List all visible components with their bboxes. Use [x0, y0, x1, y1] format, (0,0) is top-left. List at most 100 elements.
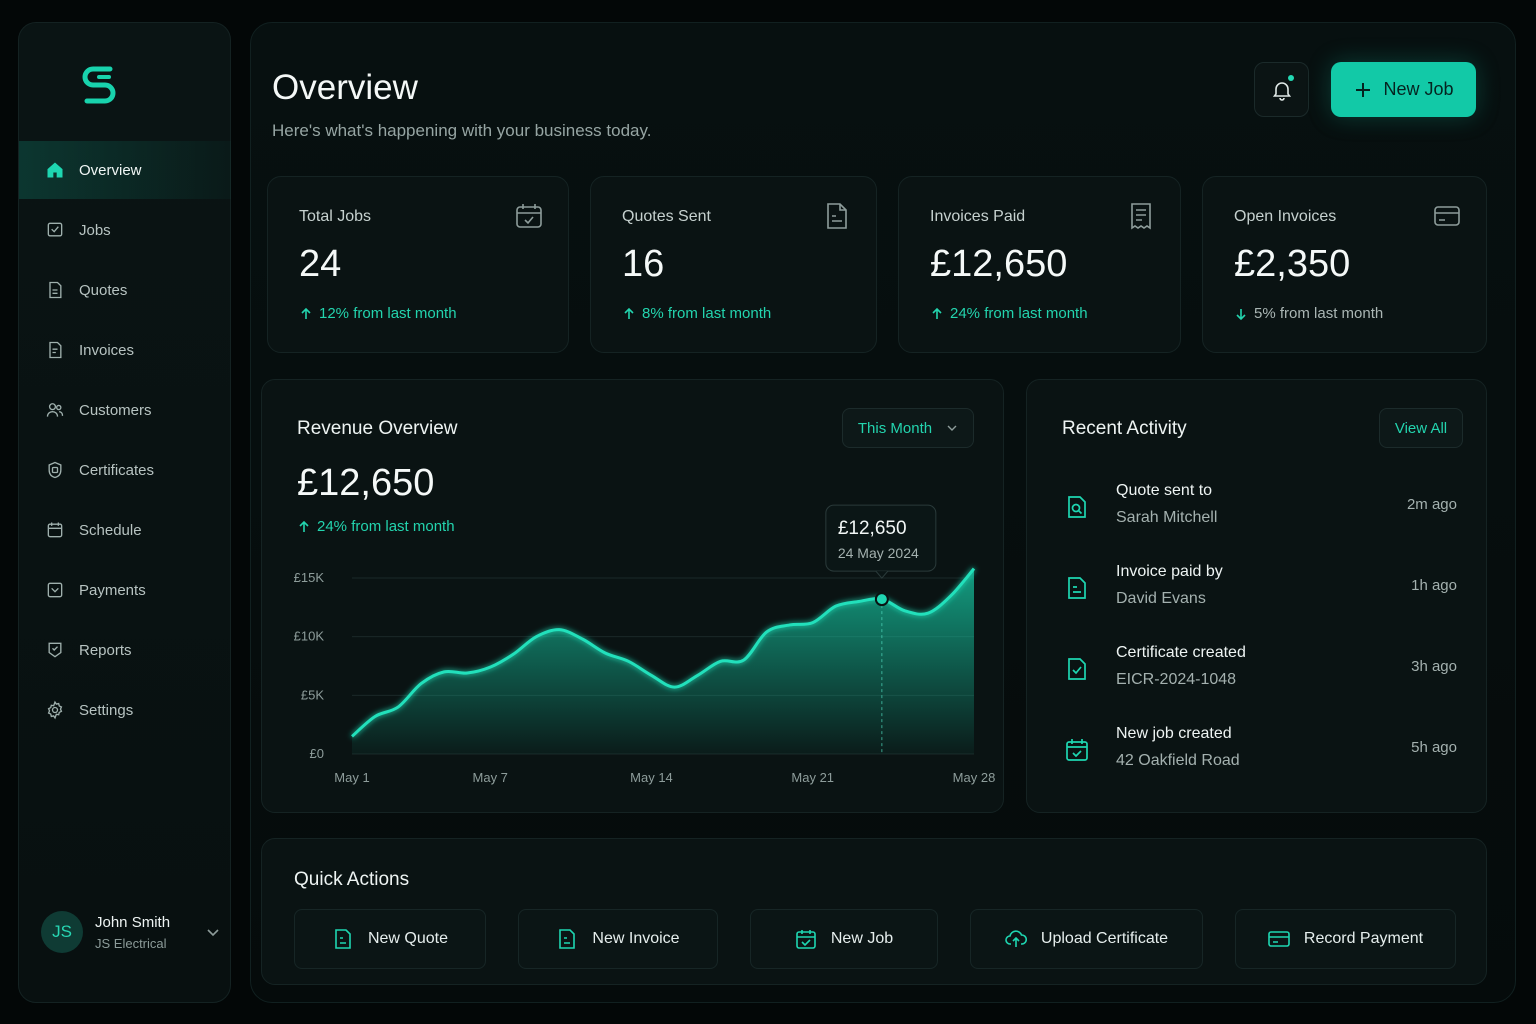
stat-card-quotes-sent: Quotes Sent 16 8% from last month [590, 176, 877, 353]
calendar-check-icon [796, 930, 816, 949]
activity-item[interactable]: New job created 42 Oakfield Road 5h ago [1057, 725, 1457, 785]
page-title: Overview [272, 68, 418, 107]
revenue-value: £12,650 [297, 462, 435, 504]
sidebar-item-label: Overview [79, 161, 142, 179]
quick-action-label: New Quote [367, 930, 449, 947]
record-payment-button[interactable]: Record Payment [1235, 909, 1456, 969]
receipt-icon [1131, 203, 1151, 230]
stat-value: 24 [299, 243, 342, 285]
revenue-chart[interactable]: £15K £10K £5K £0 May 1 May 7 May 14 May 21 May 2… [262, 380, 1005, 814]
recent-activity-card: Recent Activity View All Quote sent to S… [1026, 379, 1487, 813]
arrow-up-icon [301, 307, 311, 319]
quote-document-icon [49, 281, 62, 299]
y-tick-label: £15K [294, 570, 325, 585]
stat-delta-text: 8% from last month [642, 305, 772, 322]
sidebar-item-quotes[interactable]: Quotes [19, 261, 231, 319]
arrow-up-icon [624, 307, 634, 319]
activity-item[interactable]: Invoice paid by David Evans 1h ago [1057, 563, 1457, 623]
revenue-delta-text: 24% from last month [317, 518, 455, 535]
gear-icon [47, 700, 63, 720]
stat-card-total-jobs: Total Jobs 24 12% from last month [267, 176, 569, 353]
quick-action-label: Upload Certificate [1040, 930, 1169, 947]
plus-icon [1356, 82, 1371, 97]
notifications-button[interactable] [1254, 62, 1309, 117]
bell-icon [1272, 81, 1291, 101]
sidebar-item-label: Schedule [79, 521, 142, 539]
new-invoice-button[interactable]: New Invoice [518, 909, 718, 969]
calendar-icon [47, 522, 63, 538]
new-job-quick-button[interactable]: New Job [750, 909, 938, 969]
app-logo-icon[interactable] [77, 59, 121, 111]
tooltip-date: 24 May 2024 [838, 545, 919, 561]
main-panel: Overview Here's what's happening with yo… [250, 22, 1516, 1003]
user-profile[interactable]: JS John Smith JS Electrical [41, 908, 221, 956]
revenue-delta: 24% from last month [297, 518, 455, 535]
sidebar-item-overview[interactable]: Overview [19, 141, 231, 199]
activity-title-text: Certificate created [1116, 644, 1246, 661]
user-name: John Smith [95, 913, 171, 931]
x-tick-label: May 28 [953, 770, 996, 785]
x-tick-label: May 7 [473, 770, 508, 785]
sidebar-item-reports[interactable]: Reports [19, 621, 231, 679]
activity-title: Recent Activity [1062, 418, 1187, 439]
quote-document-icon [827, 203, 847, 229]
activity-item[interactable]: Certificate created EICR-2024-1048 3h ag… [1057, 644, 1457, 704]
arrow-up-icon [299, 520, 309, 532]
stat-delta: 8% from last month [622, 305, 771, 322]
sidebar-item-jobs[interactable]: Jobs [19, 201, 231, 259]
notification-dot [1288, 75, 1294, 81]
revenue-series-line [351, 567, 976, 738]
certificate-document-icon [1068, 658, 1086, 680]
sidebar-item-customers[interactable]: Customers [19, 381, 231, 439]
upload-certificate-button[interactable]: Upload Certificate [970, 909, 1203, 969]
chevron-down-icon[interactable] [205, 924, 221, 940]
invoice-document-icon [559, 929, 576, 949]
activity-subject: David Evans [1116, 590, 1206, 607]
invoice-document-icon [49, 341, 62, 359]
activity-subject: Sarah Mitchell [1116, 509, 1218, 526]
home-icon [47, 162, 63, 178]
y-tick-label: £5K [301, 687, 324, 702]
stat-value: 16 [622, 243, 665, 285]
tooltip-value: £12,650 [838, 518, 907, 539]
page-subtitle: Here's what's happening with your busine… [272, 121, 652, 140]
activity-title-text: Quote sent to [1116, 482, 1213, 499]
stat-label: Total Jobs [299, 208, 372, 225]
new-job-label: New Job [1383, 79, 1454, 99]
sidebar-item-payments[interactable]: Payments [19, 561, 231, 619]
credit-card-icon [1268, 931, 1290, 947]
stat-delta: 5% from last month [1234, 305, 1383, 322]
sidebar-item-label: Settings [79, 701, 134, 719]
activity-time: 3h ago [1411, 658, 1457, 675]
new-quote-button[interactable]: New Quote [294, 909, 486, 969]
activity-item[interactable]: Quote sent to Sarah Mitchell 2m ago [1057, 482, 1457, 542]
calendar-check-icon [516, 204, 542, 228]
stat-value: £2,350 [1234, 243, 1351, 285]
quick-action-label: Record Payment [1303, 930, 1424, 947]
highlight-point[interactable] [874, 592, 889, 607]
period-select[interactable]: This Month [842, 408, 974, 448]
sidebar-item-invoices[interactable]: Invoices [19, 321, 231, 379]
sidebar-item-label: Invoices [79, 341, 135, 359]
sidebar-item-settings[interactable]: Settings [19, 681, 231, 739]
chevron-down-icon [947, 425, 957, 431]
sidebar: Overview Jobs Quotes Invoices Customers … [18, 22, 231, 1003]
stat-delta: 12% from last month [299, 305, 457, 322]
sidebar-item-certificates[interactable]: Certificates [19, 441, 231, 499]
certificate-icon [48, 461, 62, 479]
view-all-button[interactable]: View All [1379, 408, 1463, 448]
quick-actions-title: Quick Actions [294, 869, 410, 890]
arrow-up-icon [932, 307, 942, 319]
stat-delta-text: 5% from last month [1254, 305, 1384, 322]
new-job-button[interactable]: New Job [1331, 62, 1476, 117]
stat-value: £12,650 [930, 243, 1068, 285]
sidebar-item-label: Payments [79, 581, 146, 599]
activity-title-text: New job created [1116, 725, 1232, 742]
revenue-overview-card: Revenue Overview £12,650 24% from last m… [261, 379, 1004, 813]
y-tick-label: £0 [310, 746, 324, 761]
revenue-title: Revenue Overview [297, 418, 458, 439]
x-tick-label: May 1 [334, 770, 369, 785]
sidebar-item-label: Certificates [79, 461, 155, 479]
revenue-area-fill [352, 568, 974, 754]
sidebar-item-schedule[interactable]: Schedule [19, 501, 231, 559]
